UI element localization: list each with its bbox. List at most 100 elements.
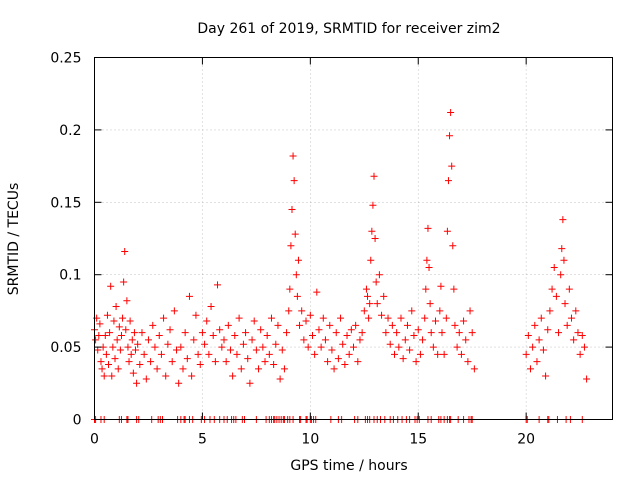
data-point: [166, 326, 174, 334]
data-point: [447, 109, 455, 117]
data-point: [298, 307, 306, 315]
data-point: [437, 282, 445, 290]
data-point: [317, 343, 325, 351]
data-point: [128, 336, 136, 344]
data-point: [119, 314, 127, 322]
data-point: [293, 292, 301, 300]
data-point: [306, 311, 314, 319]
data-point: [391, 350, 399, 358]
data-point: [175, 379, 183, 387]
data-point: [261, 358, 269, 366]
data-point: [440, 350, 448, 358]
data-point: [558, 245, 566, 253]
data-point: [334, 355, 342, 363]
data-point: [576, 350, 584, 358]
data-point: [544, 326, 552, 334]
data-point: [522, 350, 530, 358]
data-point: [434, 350, 442, 358]
data-point: [292, 271, 300, 279]
data-point: [259, 343, 267, 351]
data-point: [368, 227, 376, 235]
data-point: [181, 329, 189, 337]
data-point: [162, 372, 170, 380]
data-point: [422, 285, 430, 293]
data-point: [142, 375, 150, 383]
data-point: [563, 321, 571, 329]
data-point: [352, 321, 360, 329]
data-point: [460, 317, 468, 325]
data-point: [455, 329, 463, 337]
data-point: [94, 346, 102, 354]
data-point: [149, 321, 157, 329]
data-point: [356, 336, 364, 344]
data-point: [373, 300, 381, 308]
data-point: [367, 256, 375, 264]
data-point: [265, 350, 273, 358]
data-point: [222, 358, 230, 366]
data-point: [121, 248, 129, 256]
data-point: [185, 292, 193, 300]
data-point: [98, 365, 106, 373]
data-point: [216, 326, 224, 334]
data-point: [311, 350, 319, 358]
data-point: [117, 332, 125, 340]
data-point: [134, 340, 142, 348]
data-point: [548, 285, 556, 293]
data-point: [160, 314, 168, 322]
data-point: [552, 292, 560, 300]
data-point: [111, 355, 119, 363]
data-point: [224, 321, 232, 329]
data-point: [246, 379, 254, 387]
data-point: [555, 329, 563, 337]
data-point: [408, 307, 416, 315]
data-point: [248, 336, 256, 344]
data-point: [304, 343, 312, 351]
data-point: [155, 332, 163, 340]
data-point: [239, 340, 247, 348]
data-point: [296, 321, 304, 329]
data-points: [91, 109, 591, 423]
data-point: [403, 321, 411, 329]
data-point: [220, 336, 228, 344]
data-point: [124, 343, 132, 351]
data-point: [464, 358, 472, 366]
x-tick-label: 10: [301, 432, 319, 448]
data-point: [112, 303, 120, 311]
data-point: [432, 317, 440, 325]
data-point: [423, 256, 431, 264]
data-point: [321, 336, 329, 344]
data-point: [288, 206, 296, 214]
data-point: [339, 340, 347, 348]
data-point: [179, 365, 187, 373]
data-point: [550, 263, 558, 271]
data-point: [330, 365, 338, 373]
data-point: [386, 340, 394, 348]
data-point: [354, 358, 362, 366]
data-point: [580, 343, 588, 351]
data-point: [278, 346, 286, 354]
data-point: [244, 355, 252, 363]
data-point: [412, 358, 420, 366]
x-tick-label: 20: [517, 432, 535, 448]
data-point: [425, 263, 433, 271]
x-tick-label: 15: [409, 432, 427, 448]
data-point: [419, 336, 427, 344]
data-point: [272, 340, 280, 348]
data-point: [542, 372, 550, 380]
data-point: [443, 227, 451, 235]
data-point: [453, 343, 461, 351]
data-point: [369, 201, 377, 209]
data-point: [567, 314, 575, 322]
data-point: [183, 355, 191, 363]
data-point: [267, 314, 275, 322]
data-point: [123, 297, 131, 305]
data-point: [557, 271, 565, 279]
data-point: [92, 336, 100, 344]
data-point: [231, 332, 239, 340]
data-point: [147, 358, 155, 366]
data-point: [125, 358, 133, 366]
data-point: [332, 329, 340, 337]
data-point: [226, 346, 234, 354]
y-tick-label: 0.25: [50, 51, 81, 67]
data-point: [378, 311, 386, 319]
